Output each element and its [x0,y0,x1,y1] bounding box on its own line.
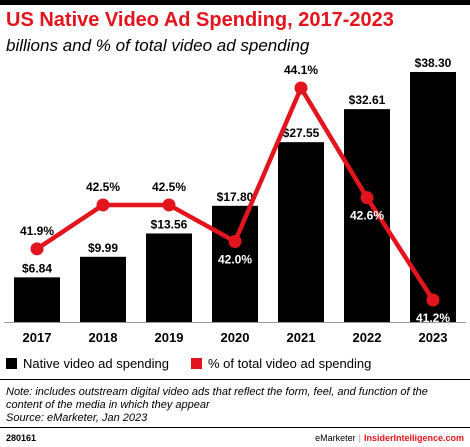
percent-point [96,198,110,212]
x-tick-label: 2023 [419,330,448,345]
chart-title: US Native Video Ad Spending, 2017-2023 [6,9,394,31]
bar-value-label: $32.61 [349,93,386,107]
x-tick-label: 2021 [287,330,316,345]
percent-value-label: 42.5% [152,180,186,194]
legend-label-bars: Native video ad spending [23,355,169,371]
legend: Native video ad spending % of total vide… [6,355,393,371]
bar-value-label: $17.80 [217,190,254,204]
legend-item-line: % of total video ad spending [191,356,371,371]
legend-item-bars: Native video ad spending [6,356,169,371]
bar [14,277,60,322]
bar-value-label: $9.99 [88,241,118,255]
percent-value-label: 42.0% [218,253,252,267]
bar [212,205,258,322]
percent-value-label: 41.2% [416,311,450,325]
footer-rule [0,427,470,428]
x-tick-label: 2017 [23,330,52,345]
percent-value-label: 41.9% [20,224,54,238]
brand-insider-intelligence: InsiderIntelligence.com [363,433,464,443]
bar [80,256,126,322]
percent-point [30,242,44,256]
percent-value-label: 44.1% [284,63,318,77]
x-tick-label: 2019 [155,330,184,345]
legend-swatch-bars [6,357,17,369]
percent-point [294,81,308,95]
top-rule [0,0,470,5]
legend-label-line: % of total video ad spending [208,355,372,371]
bar [344,109,390,322]
chart-note: Note: includes outstream digital video a… [6,386,464,425]
bar [278,142,324,322]
x-tick-label: 2022 [353,330,382,345]
x-tick-label: 2018 [89,330,118,345]
chart-id: 280161 [6,433,37,443]
x-tick-label: 2020 [221,330,250,345]
footer: 280161 eMarketer | InsiderIntelligence.com [0,429,470,447]
percent-value-label: 42.6% [350,209,384,223]
brand-separator: | [358,433,361,443]
footer-brand: eMarketer | InsiderIntelligence.com [315,433,464,443]
chart-area: $6.84 $9.99 $13.56 $17.80 $27.55 $32.61 $38.30… [4,56,466,345]
brand-emarketer: eMarketer [315,433,356,443]
source-text: Source: eMarketer, Jan 2023 [6,412,148,424]
percent-point [426,293,440,307]
note-text: Note: includes outstream digital video a… [6,386,428,411]
percent-point [162,198,176,212]
chart-subtitle: billions and % of total video ad spendin… [6,36,310,55]
bar [410,72,456,322]
bar-value-label: $27.55 [283,126,320,140]
legend-swatch-line [191,357,202,369]
bar-value-label: $13.56 [151,217,188,231]
bar [146,233,192,322]
percent-point [228,235,242,249]
divider-rule [0,379,470,380]
percent-point [360,191,374,205]
bar-value-label: $38.30 [415,56,452,70]
percent-value-label: 42.5% [86,180,120,194]
bar-value-label: $6.84 [22,261,52,275]
